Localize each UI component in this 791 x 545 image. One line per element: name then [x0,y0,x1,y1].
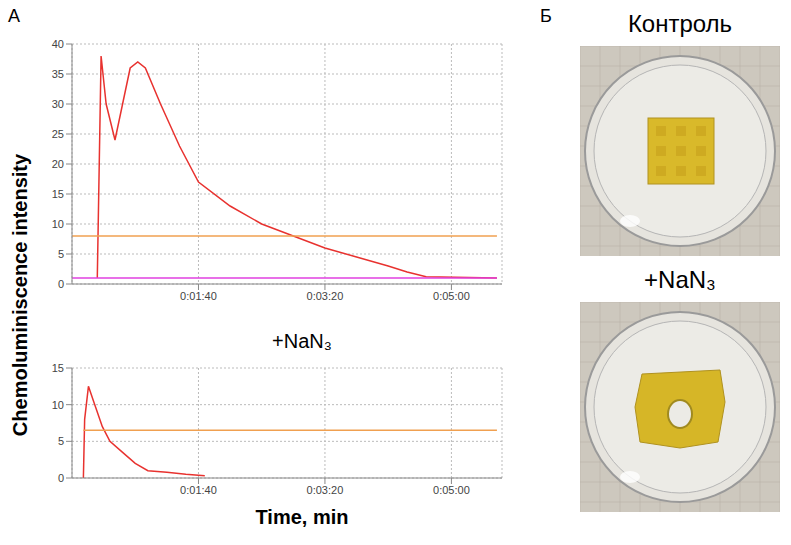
svg-text:5: 5 [58,435,64,447]
svg-text:30: 30 [52,98,64,110]
svg-text:25: 25 [52,128,64,140]
svg-text:0:05:00: 0:05:00 [433,484,470,496]
svg-text:10: 10 [52,399,64,411]
html-text:Time, min: Time, min [255,506,349,528]
svg-text:20: 20 [52,158,64,170]
svg-text:0:03:20: 0:03:20 [307,290,344,302]
svg-text:35: 35 [52,68,64,80]
svg-text:10: 10 [52,218,64,230]
svg-text:0: 0 [58,278,64,290]
html-text:Б: Б [540,6,552,26]
svg-text:Chemoluminiscence intensity: Chemoluminiscence intensity [9,153,31,436]
svg-text:5: 5 [58,248,64,260]
svg-text:0: 0 [58,472,64,484]
html-text:Контроль: Контроль [627,10,733,37]
svg-text:0:05:00: 0:05:00 [433,290,470,302]
svg-text:15: 15 [52,188,64,200]
html-text:+NaN₃: +NaN₃ [272,330,332,352]
html-text:+NaN₃: +NaN₃ [644,266,716,293]
svg-text:0:03:20: 0:03:20 [307,484,344,496]
html-text:А: А [8,6,20,26]
svg-text:0:01:40: 0:01:40 [180,484,217,496]
svg-text:0:01:40: 0:01:40 [180,290,217,302]
svg-text:15: 15 [52,362,64,374]
svg-text:40: 40 [52,38,64,50]
